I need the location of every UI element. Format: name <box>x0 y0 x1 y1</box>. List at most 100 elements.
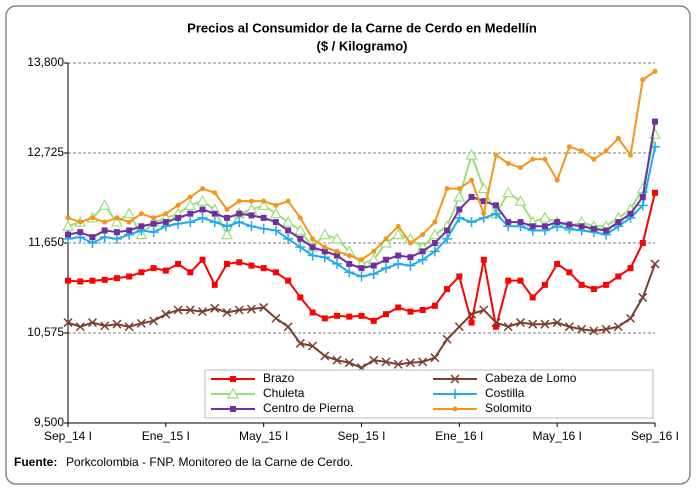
marker <box>309 309 316 316</box>
marker <box>652 68 658 74</box>
x-tick-label: May_15 I <box>239 429 288 443</box>
marker <box>578 223 585 230</box>
marker <box>294 224 307 236</box>
marker <box>491 208 502 219</box>
marker <box>444 286 451 293</box>
marker <box>221 221 232 232</box>
marker <box>272 269 279 276</box>
legend-label: Costilla <box>485 386 525 400</box>
marker <box>627 210 634 217</box>
marker <box>628 152 634 158</box>
chart-title: Precios al Consumidor de la Carne de Cer… <box>187 20 537 35</box>
marker <box>505 277 512 284</box>
marker <box>564 322 574 332</box>
marker <box>150 265 157 272</box>
marker <box>652 189 658 196</box>
source-text: Porkcolombia - FNP. Monitoreo de la Carn… <box>66 455 353 469</box>
marker <box>199 256 206 263</box>
marker <box>211 281 218 288</box>
marker <box>405 358 415 368</box>
marker <box>161 309 171 319</box>
marker <box>246 304 256 314</box>
marker <box>187 210 194 217</box>
legend-label: Chuleta <box>263 386 305 400</box>
marker <box>113 229 120 236</box>
marker <box>346 253 352 259</box>
marker <box>541 281 548 288</box>
marker <box>603 281 610 288</box>
marker <box>368 268 379 279</box>
marker <box>285 198 291 204</box>
marker <box>344 267 355 278</box>
marker <box>114 215 120 221</box>
marker <box>65 231 71 238</box>
marker <box>615 273 622 280</box>
marker <box>223 214 230 221</box>
x-tick-label: Sep_14 I <box>44 429 92 443</box>
marker <box>468 193 475 200</box>
marker <box>538 211 551 223</box>
marker <box>148 227 159 238</box>
marker <box>431 302 438 309</box>
marker <box>456 273 463 280</box>
marker <box>407 254 414 261</box>
marker <box>236 210 243 217</box>
y-tick-label: 9,500 <box>34 415 64 429</box>
marker <box>200 186 206 192</box>
x-tick-label: Ene_15 I <box>142 429 190 443</box>
marker <box>502 186 515 198</box>
marker <box>405 260 416 271</box>
marker <box>320 351 330 361</box>
marker <box>248 198 254 204</box>
marker <box>310 236 316 242</box>
marker <box>334 312 341 319</box>
marker <box>126 219 132 225</box>
marker <box>184 199 197 210</box>
marker <box>344 358 354 368</box>
marker <box>395 304 402 311</box>
marker <box>591 156 597 162</box>
marker <box>465 148 478 160</box>
marker <box>517 219 524 226</box>
marker <box>603 148 609 154</box>
marker <box>124 322 134 332</box>
marker <box>236 259 243 266</box>
marker <box>359 257 364 263</box>
marker <box>151 215 157 221</box>
marker <box>566 221 573 228</box>
marker <box>514 194 527 206</box>
marker <box>493 323 500 330</box>
marker <box>452 406 458 412</box>
marker <box>259 302 269 312</box>
marker <box>601 324 611 334</box>
marker <box>554 177 560 183</box>
marker <box>468 319 475 326</box>
x-tick-label: Sep_16 I <box>631 429 679 443</box>
marker <box>283 322 293 332</box>
marker <box>321 315 328 322</box>
legend-label: Centro de Pierna <box>263 401 354 415</box>
marker <box>77 229 84 236</box>
marker <box>515 318 526 328</box>
marker <box>173 305 183 315</box>
marker <box>579 148 585 154</box>
marker <box>590 286 597 293</box>
marker <box>331 232 344 244</box>
marker <box>383 236 389 242</box>
marker <box>123 207 136 219</box>
marker <box>395 252 402 259</box>
marker <box>432 219 438 225</box>
marker <box>126 227 133 234</box>
marker <box>163 211 169 217</box>
marker <box>209 217 220 228</box>
marker <box>358 265 365 272</box>
marker <box>307 250 318 261</box>
marker <box>99 232 110 243</box>
marker <box>138 211 144 217</box>
marker <box>282 215 295 227</box>
marker <box>175 214 182 221</box>
marker <box>456 186 462 192</box>
y-tick-label: 13,800 <box>27 55 64 69</box>
marker <box>517 165 523 171</box>
